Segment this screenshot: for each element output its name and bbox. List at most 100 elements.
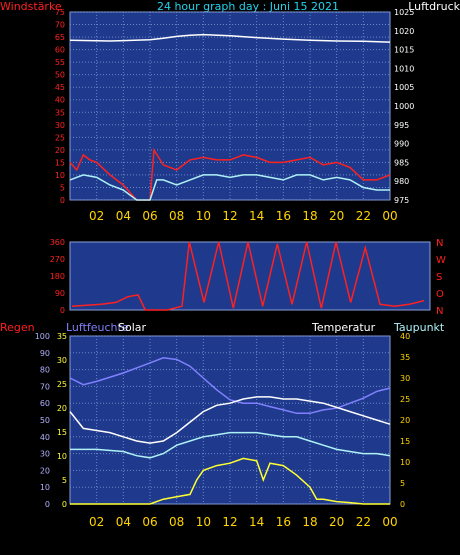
pressure-tick-label: 980 [394,177,409,186]
time-tick-label: 00 [382,515,397,529]
rain-tick-label: 30 [40,450,50,459]
wind-tick-label: 65 [55,33,65,42]
climate-series-line-3 [70,457,390,505]
time-tick-label: 04 [116,209,131,223]
wind-tick-label: 10 [55,171,65,180]
direction-tick-label: 270 [50,255,65,264]
temperature-tick-label: 35 [400,353,410,362]
time-tick-label: 00 [382,209,397,223]
rain-tick-label: 70 [40,382,50,391]
time-tick-label: 16 [276,209,291,223]
rain-tick-label: 60 [40,399,50,408]
time-tick-label: 22 [356,209,371,223]
time-tick-label: 16 [276,515,291,529]
wind-tick-label: 70 [55,21,65,30]
climate-series-line-1 [69,396,391,444]
time-tick-label: 22 [356,515,371,529]
wind-tick-label: 35 [55,108,65,117]
time-tick-label: 14 [249,515,264,529]
time-tick-label: 06 [142,515,157,529]
pressure-tick-label: 975 [394,196,409,205]
wind-direction-series-line-0 [71,241,425,311]
wind-tick-label: 25 [55,133,65,142]
wind-tick-label: 30 [55,121,65,130]
rain-axis-label: Regen [0,321,35,334]
pressure-axis-label: Luftdruck [408,0,460,13]
solar-legend-label: Solar [118,321,147,334]
pressure-tick-label: 1005 [394,83,414,92]
time-tick-label: 14 [249,209,264,223]
temperature-tick-label: 5 [400,479,405,488]
direction-tick-label: 360 [50,238,65,247]
direction-letter: O [436,289,444,300]
wind-pressure-series-line-1 [69,147,391,201]
wind-axis-label: Windstärke [0,0,62,13]
time-tick-label: 10 [196,209,211,223]
climate-series-line-0 [69,357,391,415]
time-tick-label: 04 [116,515,131,529]
time-tick-label: 20 [329,209,344,223]
dewpoint-legend-label: Taupunkt [393,321,445,334]
temperature-tick-label: 40 [400,332,410,341]
rain-tick-label: 40 [40,433,50,442]
solar-tick-label: 5 [62,476,67,485]
pressure-tick-label: 1010 [394,64,414,73]
rain-tick-label: 100 [35,332,50,341]
rain-tick-label: 80 [40,366,50,375]
wind-tick-label: 55 [55,58,65,67]
solar-tick-label: 0 [62,500,67,509]
wind-tick-label: 40 [55,96,65,105]
time-tick-label: 12 [222,515,237,529]
solar-tick-label: 15 [57,428,67,437]
direction-letter: N [436,306,443,317]
time-tick-label: 02 [89,515,104,529]
temperature-tick-label: 10 [400,458,410,467]
pressure-tick-label: 995 [394,121,409,130]
wind-tick-label: 75 [55,8,65,17]
solar-tick-label: 30 [57,356,67,365]
time-tick-label: 18 [302,209,317,223]
direction-letter: N [436,238,443,249]
climate-series-line-2 [70,431,391,459]
temperature-tick-label: 20 [400,416,410,425]
rain-tick-label: 10 [40,483,50,492]
humidity-legend-label: Luftfeuchte [66,321,129,334]
wind-tick-label: 20 [55,146,65,155]
rain-tick-label: 0 [45,500,50,509]
time-tick-label: 08 [169,209,184,223]
pressure-tick-label: 985 [394,158,409,167]
wind-tick-label: 45 [55,83,65,92]
wind-pressure-series-line-0 [69,33,391,43]
wind-tick-label: 5 [60,183,65,192]
wind-tick-label: 60 [55,46,65,55]
time-tick-label: 18 [302,515,317,529]
pressure-tick-label: 1025 [394,8,414,17]
direction-tick-label: 0 [60,306,65,315]
time-tick-label: 10 [196,515,211,529]
rain-tick-label: 90 [40,349,50,358]
wind-pressure-series-line-2 [69,174,390,201]
chart-title: 24 hour graph day : Juni 15 2021 [157,0,339,13]
solar-tick-label: 10 [57,452,67,461]
solar-tick-label: 25 [57,380,67,389]
time-tick-label: 02 [89,209,104,223]
direction-tick-label: 180 [50,272,65,281]
direction-letter: W [436,255,446,266]
temperature-tick-label: 25 [400,395,410,404]
direction-letter: S [436,272,442,283]
pressure-tick-label: 990 [394,140,409,149]
time-tick-label: 20 [329,515,344,529]
pressure-tick-label: 1020 [394,27,414,36]
pressure-tick-label: 1015 [394,46,414,55]
rain-tick-label: 20 [40,466,50,475]
temperature-tick-label: 15 [400,437,410,446]
solar-tick-label: 20 [57,404,67,413]
time-tick-label: 12 [222,209,237,223]
temperature-tick-label: 30 [400,374,410,383]
solar-tick-label: 35 [57,332,67,341]
pressure-tick-label: 1000 [394,102,414,111]
rain-tick-label: 50 [40,416,50,425]
temperature-legend-label: Temperatur [311,321,376,334]
